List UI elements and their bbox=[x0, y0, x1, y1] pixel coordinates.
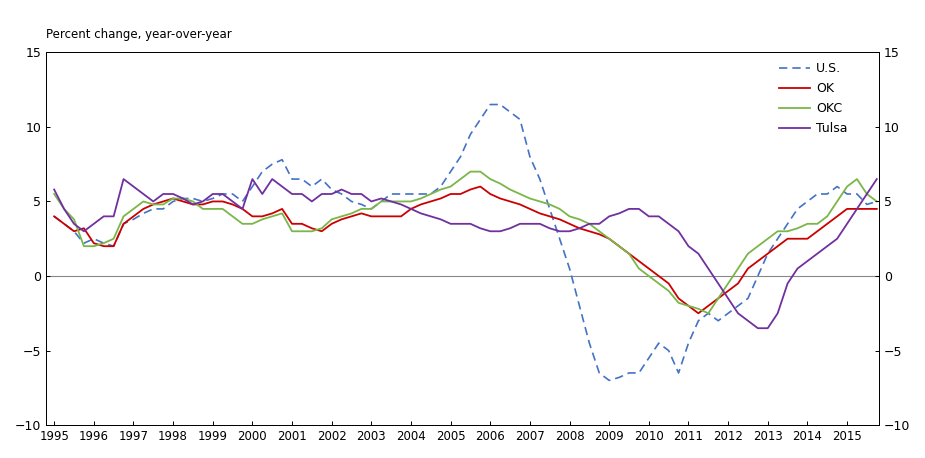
OK bbox=[475, 184, 486, 189]
OK bbox=[733, 281, 744, 286]
U.S. bbox=[871, 199, 882, 204]
OK bbox=[871, 206, 882, 212]
U.S. bbox=[455, 154, 466, 159]
OKC bbox=[465, 169, 476, 174]
Tulsa bbox=[871, 176, 882, 182]
Tulsa bbox=[58, 206, 69, 212]
Line: OK: OK bbox=[55, 186, 877, 313]
OK bbox=[49, 213, 60, 219]
Tulsa bbox=[683, 244, 694, 249]
OKC bbox=[98, 240, 109, 246]
OKC bbox=[683, 303, 694, 309]
Legend: U.S., OK, OKC, Tulsa: U.S., OK, OKC, Tulsa bbox=[779, 62, 847, 135]
OK bbox=[58, 221, 69, 227]
OKC bbox=[58, 206, 69, 212]
Tulsa bbox=[426, 213, 437, 219]
OK bbox=[98, 244, 109, 249]
Tulsa bbox=[118, 176, 130, 182]
Tulsa bbox=[722, 295, 734, 301]
Tulsa bbox=[49, 187, 60, 192]
U.S. bbox=[693, 318, 704, 323]
OK bbox=[415, 202, 426, 207]
Text: Percent change, year-over-year: Percent change, year-over-year bbox=[46, 28, 232, 41]
U.S. bbox=[58, 221, 69, 227]
U.S. bbox=[98, 240, 109, 246]
OK bbox=[693, 311, 704, 316]
U.S. bbox=[604, 378, 615, 383]
OK bbox=[455, 191, 466, 197]
Line: U.S.: U.S. bbox=[55, 104, 877, 381]
U.S. bbox=[49, 213, 60, 219]
Line: OKC: OKC bbox=[55, 172, 877, 313]
U.S. bbox=[733, 303, 744, 309]
U.S. bbox=[485, 102, 496, 107]
OK bbox=[683, 303, 694, 309]
Tulsa bbox=[752, 326, 763, 331]
OKC bbox=[49, 191, 60, 197]
OKC bbox=[871, 199, 882, 204]
Tulsa bbox=[98, 213, 109, 219]
Line: Tulsa: Tulsa bbox=[55, 179, 877, 328]
OKC bbox=[415, 196, 426, 201]
U.S. bbox=[415, 191, 426, 197]
OKC bbox=[455, 176, 466, 182]
OKC bbox=[703, 311, 714, 316]
OKC bbox=[733, 266, 744, 271]
Tulsa bbox=[465, 221, 476, 227]
